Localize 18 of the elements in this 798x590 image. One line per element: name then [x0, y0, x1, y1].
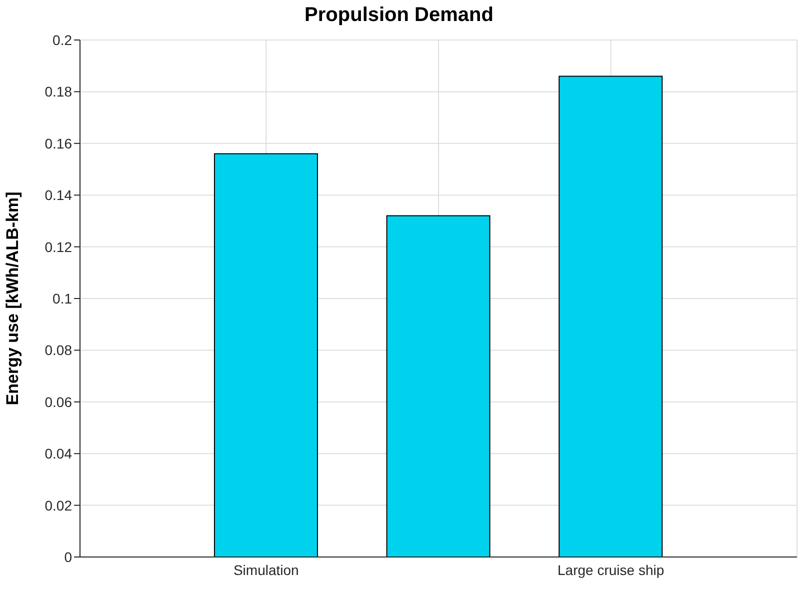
- bar: [386, 215, 490, 557]
- y-tick-label: 0.12: [44, 238, 72, 255]
- y-tick-label: 0.06: [44, 394, 72, 410]
- x-tick-label: Simulation: [233, 562, 299, 578]
- chart-title: Propulsion Demand: [304, 4, 494, 27]
- y-tick-label: 0.18: [44, 84, 72, 100]
- y-tick-label: 0.04: [44, 446, 72, 462]
- y-axis-title: Energy use [kWh/ALB-km]: [3, 192, 22, 406]
- bar: [558, 76, 663, 557]
- y-tick-label: 0.08: [44, 342, 72, 358]
- y-tick-label: 0.1: [52, 290, 72, 306]
- y-tick-label: 0.16: [44, 135, 72, 152]
- y-tick-label: 0.2: [52, 32, 72, 48]
- y-tick-label: 0.14: [44, 187, 72, 204]
- x-tick-label: Large cruise ship: [558, 562, 664, 578]
- y-tick-label: 0.02: [44, 497, 72, 514]
- bar: [214, 153, 318, 557]
- y-tick-label: 0: [64, 548, 72, 565]
